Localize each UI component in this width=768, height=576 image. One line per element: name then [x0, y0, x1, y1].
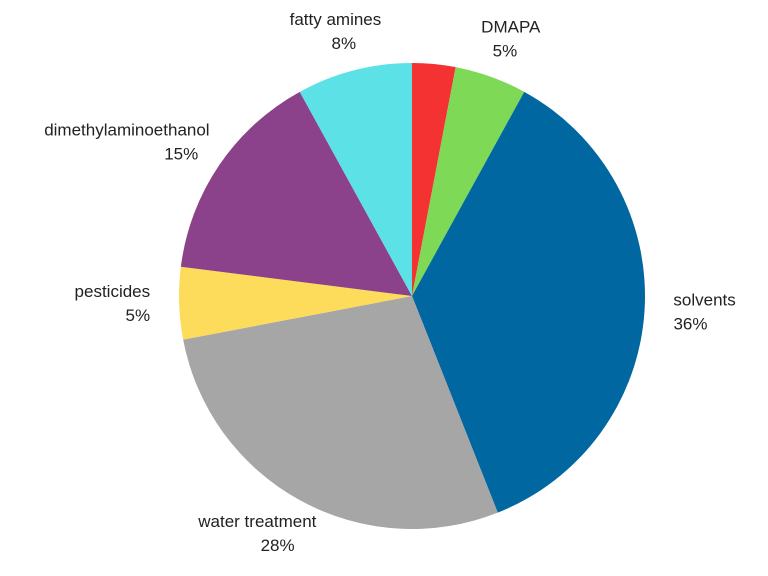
slice-label: dimethylaminoethanol — [44, 121, 209, 140]
value-label: 5% — [493, 42, 518, 61]
value-label: 15% — [164, 145, 198, 164]
pie-slice — [412, 67, 525, 296]
slice-label: fatty amines — [290, 10, 382, 29]
value-label: 5% — [126, 306, 151, 325]
pie-slice — [180, 91, 412, 296]
pie-slice — [412, 91, 646, 513]
value-label: 36% — [673, 315, 707, 334]
pie-slice — [412, 63, 456, 296]
slice-label: solvents — [673, 291, 735, 310]
pie-slice — [299, 62, 412, 296]
pie-slice — [183, 296, 498, 529]
pie-slice — [179, 266, 412, 340]
slice-label: water treatment — [197, 512, 316, 531]
value-label: 28% — [261, 536, 295, 555]
value-label: 8% — [331, 34, 356, 53]
slice-label: pesticides — [75, 282, 151, 301]
slice-label: DMAPA — [481, 18, 541, 37]
